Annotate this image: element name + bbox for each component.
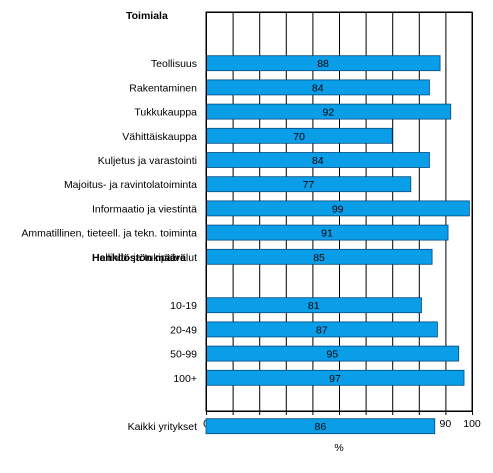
data-label: 84: [312, 82, 324, 94]
data-label: 81: [308, 300, 320, 312]
data-label: 70: [293, 131, 305, 143]
group-label: Toimiala: [126, 10, 168, 22]
category-label: 10-19: [170, 300, 197, 312]
category-label: Hallinto- ja tukipalvelut: [92, 252, 197, 264]
bar: [205, 418, 436, 435]
data-label: 87: [316, 324, 328, 336]
category-label: Vähittäiskauppa: [122, 131, 197, 143]
data-label: 97: [329, 373, 341, 385]
data-label: 88: [317, 58, 329, 70]
x-axis-title: %: [334, 442, 343, 454]
data-label: 86: [315, 421, 327, 433]
group-label: Henkilöstön määrä: [92, 252, 186, 264]
data-label: 91: [321, 228, 333, 240]
data-label: 92: [323, 107, 335, 119]
category-label: Ammatillinen, tieteell. ja tekn. toimint…: [21, 228, 197, 240]
data-label: 99: [332, 203, 344, 215]
data-label: 85: [313, 252, 325, 264]
data-label: 95: [327, 349, 339, 361]
category-label: Teollisuus: [151, 58, 197, 70]
category-label: Kaikki yritykset: [128, 421, 198, 433]
category-label: Tukkukauppa: [134, 107, 197, 119]
x-tick-label: 100: [463, 418, 481, 430]
category-label: 20-49: [170, 324, 197, 336]
category-label: Rakentaminen: [129, 82, 197, 94]
category-label: Informaatio ja viestintä: [92, 203, 197, 215]
data-label: 77: [303, 179, 315, 191]
x-tick-label: 90: [440, 418, 452, 430]
category-label: Majoitus- ja ravintolatoiminta: [64, 179, 197, 191]
category-label: Kuljetus ja varastointi: [98, 155, 197, 167]
category-label: 50-99: [170, 349, 197, 361]
plot-border: [206, 12, 473, 412]
category-label: 100+: [173, 373, 197, 385]
data-label: 84: [312, 155, 324, 167]
